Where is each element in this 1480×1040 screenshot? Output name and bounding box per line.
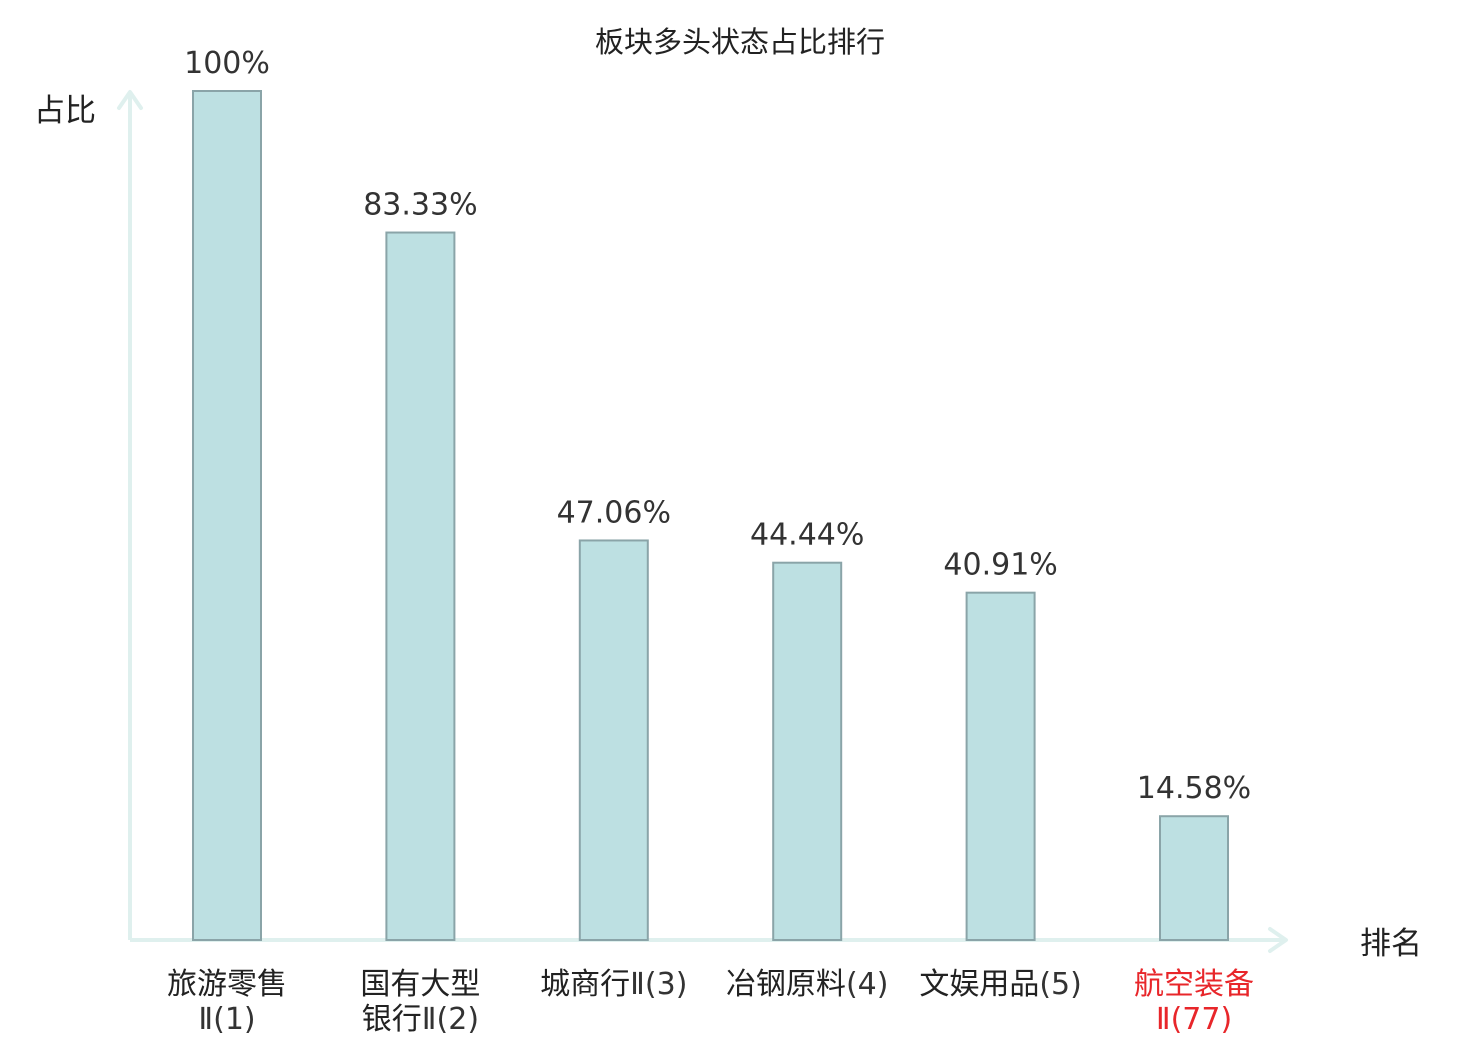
category-label-2-line-2: 银行Ⅱ(2) [362, 1002, 479, 1037]
category-label-segment: 城商行 [540, 967, 630, 1002]
y-axis [117, 90, 143, 940]
x-axis-label: 排名 [1360, 926, 1422, 962]
category-label-1-line-2: Ⅱ(1) [198, 1002, 255, 1037]
category-label-5-line-1: 文娱用品(5) [919, 967, 1082, 1002]
value-labels-group: 100% 83.33% 47.06% 44.44% 40.91% 14.58% [184, 46, 1251, 806]
value-label-4: 44.44% [750, 518, 864, 553]
bar-6 [1159, 815, 1229, 942]
category-label-6-line-1: 航空装备 [1134, 967, 1254, 1002]
bar-3 [578, 539, 649, 941]
bars-group [192, 90, 1229, 942]
category-label-segment: 冶钢原料 [726, 967, 846, 1002]
value-label-5: 40.91% [943, 548, 1057, 583]
category-label-segment: 银行 [362, 1002, 422, 1037]
category-label-segment: Ⅱ(77) [1156, 1002, 1232, 1037]
category-label-3-line-1: 城商行Ⅱ(3) [540, 967, 687, 1002]
value-label-3: 47.06% [557, 495, 671, 530]
value-label-1: 100% [184, 46, 270, 81]
category-label-segment: Ⅱ(3) [630, 967, 687, 1002]
bar-5 [965, 591, 1036, 941]
x-axis [130, 927, 1288, 953]
value-label-6: 14.58% [1137, 771, 1251, 806]
category-label-1-line-1: 旅游零售 [167, 967, 287, 1002]
bar-2 [385, 231, 456, 941]
category-label-segment: 航空装备 [1134, 967, 1254, 1002]
value-label-2: 83.33% [363, 188, 477, 223]
category-label-4-line-1: 冶钢原料(4) [726, 967, 889, 1002]
category-label-6-line-2: Ⅱ(77) [1156, 1002, 1232, 1037]
category-label-2-line-1: 国有大型 [360, 967, 480, 1002]
category-label-segment: 文娱用品 [919, 967, 1039, 1002]
category-label-segment: (5) [1039, 967, 1082, 1002]
bar-4 [772, 561, 843, 941]
category-label-segment: Ⅱ(2) [422, 1002, 479, 1037]
category-label-segment: 旅游零售 [167, 967, 287, 1002]
chart-title: 板块多头状态占比排行 [595, 25, 885, 59]
category-label-segment: 国有大型 [360, 967, 480, 1002]
y-axis-label: 占比 [34, 93, 96, 129]
bar-1 [192, 90, 262, 941]
category-label-segment: (4) [846, 967, 889, 1002]
category-label-segment: Ⅱ(1) [198, 1002, 255, 1037]
